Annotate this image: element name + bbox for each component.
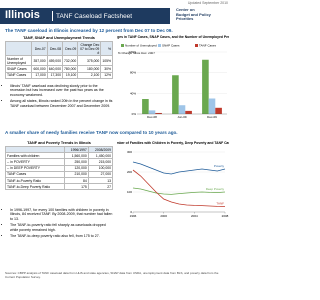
row: Number of Unemployed 357,000 459,000 732,00…	[4, 55, 113, 67]
cell: 175	[63, 183, 89, 191]
heading: The TANF caseload in Illinois increased …	[5, 28, 173, 33]
series-label: Deep Poverty	[206, 187, 225, 191]
x-tick-label: Jun-09	[177, 115, 187, 119]
bullet: Among all states, Illinois ranked 20th i…	[10, 99, 113, 108]
header-row: Dec-07 Dec-08 Dec-09 Change Dec 07 to Dec 0…	[4, 40, 113, 57]
bar	[148, 110, 156, 114]
cell: 17,300	[46, 71, 63, 79]
bullets: Illinois' TANF caseload was declining sl…	[5, 84, 113, 110]
x-tick-label: 2008	[222, 214, 229, 218]
cell: TANF-to-Deep Poverty Ratio	[5, 183, 65, 191]
cell: 19,100	[61, 71, 79, 79]
chart-title: Changes in TANF Cases, SNAP Cases, and t…	[117, 35, 229, 39]
bar	[185, 110, 192, 114]
cell: 105%	[100, 55, 113, 67]
row: TANF-to-Deep Poverty Ratio 175 27	[5, 183, 114, 191]
cell: TANF Cases	[4, 71, 33, 79]
logo-line: Priorities	[176, 16, 194, 22]
column-header: %	[100, 40, 113, 57]
series-label: TANF	[216, 202, 224, 206]
divider	[52, 11, 53, 21]
y-tick-label: 80%	[130, 71, 136, 75]
column-header: Dec-07	[31, 40, 48, 57]
page: Updated September 2010 Illinois TANF Cas…	[0, 0, 232, 300]
bullets: In 1996-1997, for every 100 families wit…	[5, 208, 113, 240]
title: TANF Caseload Factsheet	[56, 12, 133, 20]
cell: 2,100	[77, 71, 102, 79]
logo: Center on Budget and Policy Priorities	[176, 7, 211, 22]
y-tick-label: 0%	[132, 112, 137, 116]
y-tick-label: 300	[127, 150, 132, 154]
state: Illinois	[5, 9, 40, 21]
cell: Number of Unemployed	[4, 55, 33, 67]
footnote: Sources: CBPP analysis of TANF caseload …	[5, 271, 219, 279]
cell: 17,000	[31, 71, 48, 79]
bar	[178, 105, 186, 114]
corner-cell	[4, 40, 33, 57]
line	[132, 169, 226, 207]
row: TANF Cases 17,000 17,300 19,100 2,100 12%	[4, 71, 113, 79]
legend-label: Number of Unemployed	[125, 44, 157, 48]
column-header: Dec-09	[61, 40, 79, 57]
legend-swatch	[121, 44, 124, 47]
y-tick-label: 0	[130, 210, 132, 214]
line	[132, 187, 226, 195]
cell: 27	[87, 183, 114, 191]
x-tick-label: Dec-09	[207, 115, 217, 119]
x-tick-label: 1996	[130, 214, 137, 218]
cell: 357,000	[31, 55, 48, 67]
table-wrap: 1996/1997 2008/2009 Families with children…	[5, 145, 114, 191]
y-tick-label: 200	[127, 170, 132, 174]
bullet: In 1996-1997, for every 100 families wit…	[10, 208, 113, 221]
bullet: The TANF-to-poverty ratio fell sharply a…	[10, 223, 113, 232]
bullet-list: Illinois' TANF caseload was declining sl…	[5, 84, 113, 108]
bar	[155, 112, 162, 114]
column-header: Dec-08	[46, 40, 63, 57]
y-tick-label: 100	[127, 190, 132, 194]
header-band	[0, 8, 170, 24]
cell: 375,000	[77, 55, 102, 67]
bar	[215, 107, 222, 114]
bar	[142, 99, 149, 114]
series-label: Poverty	[214, 164, 225, 168]
legend-swatch	[158, 44, 161, 47]
line	[132, 161, 226, 175]
bar	[172, 75, 179, 114]
legend-label: TANF Cases	[199, 44, 216, 48]
cell: 732,000	[61, 55, 79, 67]
bar	[208, 98, 216, 114]
table: 1996/1997 2008/2009 Families with children…	[5, 145, 114, 191]
table-title: TANF and Poverty Trends in Illinois	[27, 141, 91, 145]
y-tick-label: 40%	[130, 91, 136, 95]
updated: Updated September 2010	[187, 1, 228, 5]
legend-label: SNAP Cases	[162, 44, 180, 48]
logo-line: Center on	[176, 7, 195, 12]
bullet-list: In 1996-1997, for every 100 families wit…	[5, 208, 113, 238]
chart: Number of Families with Children in Pove…	[117, 141, 229, 218]
x-tick-label: 2000	[160, 214, 167, 218]
chart: Changes in TANF Cases, SNAP Cases, and t…	[117, 35, 229, 119]
table-wrap: Dec-07 Dec-08 Dec-09 Change Dec 07 to Dec 0…	[4, 40, 113, 79]
heading: A smaller share of needy families receiv…	[5, 130, 178, 135]
table: Dec-07 Dec-08 Dec-09 Change Dec 07 to Dec 0…	[4, 40, 113, 79]
bar	[202, 59, 209, 114]
bullet: The TANF-to-deep poverty ratio also fell…	[10, 234, 113, 238]
x-tick-label: Dec-08	[147, 115, 157, 119]
bullet: Illinois' TANF caseload was declining sl…	[10, 84, 113, 97]
y-tick-label: 120%	[128, 50, 136, 54]
legend-swatch	[195, 44, 198, 47]
y-axis-label: % Change Since Dec. 2007	[118, 51, 155, 55]
cell: 12%	[100, 71, 113, 79]
cell: 459,000	[46, 55, 63, 67]
logo-line: Budget and Policy	[176, 11, 211, 17]
column-header: Change Dec 07 to Dec 09 #	[77, 40, 102, 57]
chart-title: Number of Families with Children in Pove…	[117, 141, 229, 145]
x-tick-label: 2004	[191, 214, 198, 218]
table-title: TANF, SNAP and Unemployment Trends	[23, 36, 95, 40]
header-row: 1996/1997 2008/2009	[5, 145, 114, 154]
